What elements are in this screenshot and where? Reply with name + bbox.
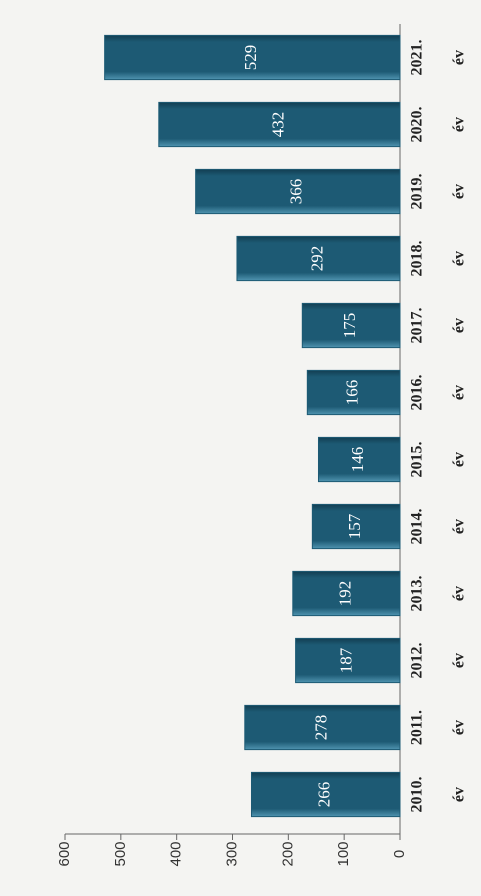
x-tick-label: év — [451, 117, 468, 132]
x-tick-label: 2019. — [409, 174, 426, 210]
bar — [236, 235, 401, 282]
x-tick-label: 2010. — [409, 777, 426, 813]
value-label: 366 — [287, 179, 306, 205]
value-label: 157 — [345, 513, 364, 539]
bar — [292, 570, 401, 617]
x-tick-label: év — [451, 653, 468, 668]
y-tick-label: 500 — [112, 841, 129, 866]
value-label: 187 — [337, 647, 356, 673]
bar — [311, 503, 401, 550]
x-tick-label: év — [451, 519, 468, 534]
value-label: 175 — [340, 313, 359, 339]
x-tick-label: 2016. — [409, 375, 426, 411]
x-tick-label: év — [451, 318, 468, 333]
x-tick-label: 2011. — [409, 710, 426, 745]
x-tick-label: 2018. — [409, 241, 426, 277]
x-tick-label: év — [451, 251, 468, 266]
y-tick-label: 200 — [279, 841, 296, 866]
x-tick-label: év — [451, 787, 468, 802]
bar — [250, 771, 401, 818]
y-tick-label: 600 — [56, 841, 73, 866]
value-label: 166 — [343, 380, 362, 406]
x-tick-label: 2012. — [409, 643, 426, 679]
value-label: 432 — [268, 112, 287, 138]
x-tick-label: év — [451, 452, 468, 467]
bar — [158, 101, 401, 148]
value-label: 278 — [311, 715, 330, 741]
bar — [317, 436, 401, 483]
x-tick-label: 2015. — [409, 442, 426, 478]
bar — [306, 369, 401, 416]
x-tick-label: év — [451, 720, 468, 735]
value-label: 292 — [307, 246, 326, 272]
x-tick-label: 2014. — [409, 509, 426, 545]
value-label: 529 — [241, 45, 260, 71]
bar — [244, 704, 401, 751]
value-label: 266 — [315, 782, 334, 808]
y-tick-label: 400 — [168, 841, 185, 866]
x-tick-label: év — [451, 184, 468, 199]
bar — [104, 34, 401, 81]
x-tick-label: 2021. — [409, 40, 426, 76]
y-tick-label: 300 — [223, 841, 240, 866]
x-tick-label: év — [451, 50, 468, 65]
x-tick-label: 2013. — [409, 576, 426, 612]
rotated-plot: 0 100 200 300 400 500 600 2010. év 266 2011. év 278 2… — [56, 24, 468, 867]
y-tick-label: 100 — [335, 841, 352, 866]
x-tick-label: 2017. — [409, 308, 426, 344]
bar — [301, 302, 401, 349]
x-tick-label: év — [451, 385, 468, 400]
x-tick-label: év — [451, 586, 468, 601]
bar — [195, 168, 401, 215]
x-tick-label: 2020. — [409, 107, 426, 143]
value-label: 146 — [348, 447, 367, 473]
bar — [295, 637, 401, 684]
value-label: 192 — [335, 581, 354, 607]
y-tick-label: 0 — [391, 850, 408, 858]
